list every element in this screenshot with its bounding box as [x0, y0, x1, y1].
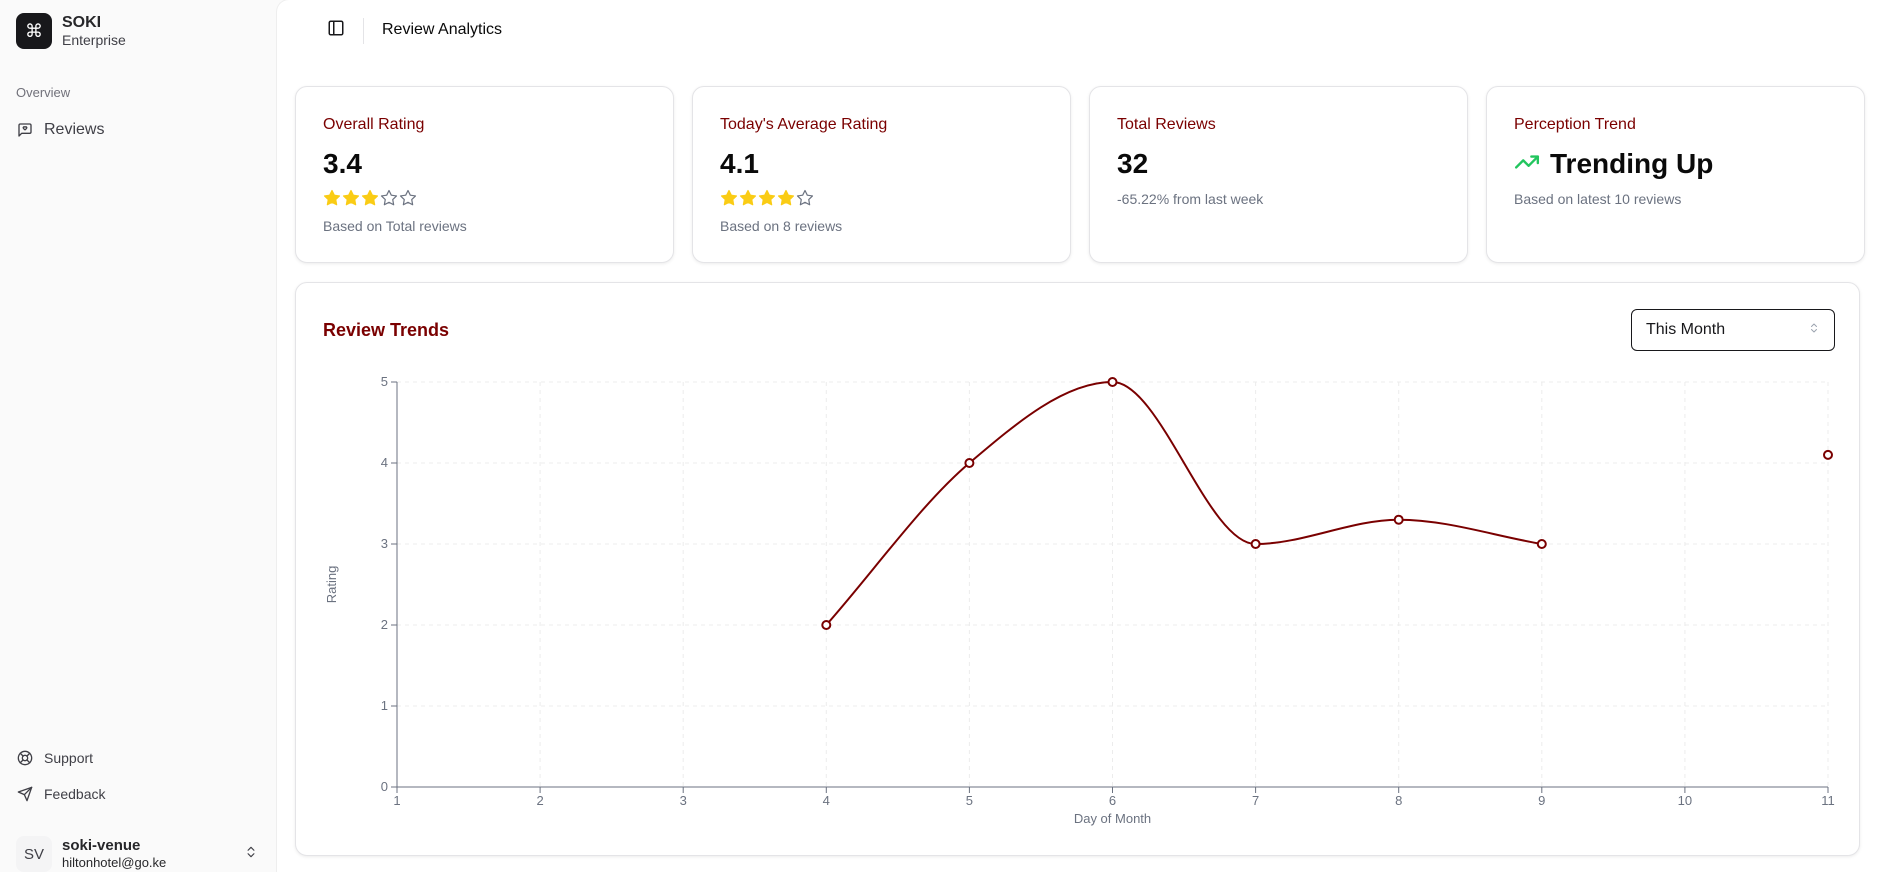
sidebar-item-label: Reviews: [44, 121, 105, 138]
x-tick-label: 9: [1538, 793, 1545, 808]
stat-value: Trending Up: [1550, 148, 1714, 179]
star-rating: [720, 189, 814, 212]
x-tick-label: 6: [1109, 793, 1116, 808]
stat-subtitle: -65.22% from last week: [1117, 191, 1264, 207]
y-tick-label: 2: [381, 617, 388, 632]
data-point[interactable]: [1250, 539, 1261, 549]
stat-card-today-average: Today's Average Rating 4.1 Based on 8 re…: [692, 86, 1071, 263]
x-tick-label: 2: [536, 793, 543, 808]
y-axis-label: Rating: [324, 566, 339, 604]
sidebar-item-reviews[interactable]: Reviews: [8, 114, 112, 146]
star-empty-icon: [399, 189, 417, 212]
header-divider: [363, 18, 364, 44]
x-tick-label: 10: [1678, 793, 1692, 808]
range-select-value: This Month: [1646, 321, 1726, 338]
star-filled-icon: [720, 189, 738, 212]
user-menu[interactable]: SV soki-venue hiltonhotel@go.ke: [16, 834, 261, 872]
chart-title: Review Trends: [323, 320, 450, 340]
y-tick-label: 3: [381, 536, 388, 551]
stat-title: Today's Average Rating: [720, 116, 888, 133]
stat-value: 3.4: [323, 148, 362, 179]
chevrons-up-down-icon: [241, 845, 261, 864]
y-tick-label: 5: [381, 374, 388, 389]
stat-title: Total Reviews: [1117, 116, 1216, 133]
main-content: Review Analytics Overall Rating 3.4 Base…: [277, 0, 1877, 872]
x-tick-label: 7: [1252, 793, 1259, 808]
stat-subtitle: Based on latest 10 reviews: [1514, 191, 1682, 207]
x-tick-label: 1: [393, 793, 400, 808]
y-tick-label: 0: [381, 779, 388, 794]
series-line: [825, 380, 1542, 626]
stat-subtitle: Based on Total reviews: [323, 218, 467, 234]
star-empty-icon: [796, 189, 814, 212]
y-tick-label: 4: [381, 455, 388, 470]
stat-subtitle: Based on 8 reviews: [720, 218, 843, 234]
avatar: SV: [16, 836, 52, 872]
data-point[interactable]: [1823, 449, 1833, 460]
x-tick-label: 11: [1821, 793, 1835, 808]
stat-card-perception-trend: Perception Trend Trending Up Based on la…: [1486, 86, 1865, 263]
star-filled-icon: [323, 189, 341, 212]
star-filled-icon: [758, 189, 776, 212]
x-tick-label: 3: [680, 793, 687, 808]
y-tick-label: 1: [381, 698, 388, 713]
stat-card-total-reviews: Total Reviews 32 -65.22% from last week: [1089, 86, 1468, 263]
sidebar-item-feedback[interactable]: Feedback: [8, 778, 113, 810]
sidebar-item-label: Support: [44, 750, 94, 766]
sidebar-item-label: Feedback: [44, 786, 106, 802]
page-title: Review Analytics: [382, 21, 503, 38]
star-filled-icon: [739, 189, 757, 212]
send-icon: [16, 785, 34, 803]
data-point[interactable]: [1536, 539, 1547, 549]
stat-value: 32: [1117, 148, 1149, 179]
stat-title: Overall Rating: [323, 116, 425, 133]
message-square-heart-icon: [16, 121, 34, 139]
sidebar-group-label: Overview: [16, 85, 71, 100]
panel-left-icon: [327, 19, 345, 42]
stat-title: Perception Trend: [1514, 116, 1636, 133]
trending-up-icon: [1514, 149, 1540, 180]
data-point[interactable]: [964, 458, 975, 468]
stat-value: 4.1: [720, 148, 759, 179]
sidebar: ⌘ SOKI Enterprise Overview Reviews Suppo…: [0, 0, 277, 872]
data-point[interactable]: [1107, 377, 1118, 387]
life-buoy-icon: [16, 749, 34, 767]
chevrons-up-down-icon: [1808, 321, 1820, 339]
star-rating: [323, 189, 417, 212]
x-tick-label: 4: [823, 793, 830, 808]
brand[interactable]: ⌘ SOKI Enterprise: [16, 13, 126, 49]
sidebar-toggle-button[interactable]: [325, 19, 347, 41]
star-filled-icon: [777, 189, 795, 212]
star-filled-icon: [361, 189, 379, 212]
stat-card-overall-rating: Overall Rating 3.4 Based on Total review…: [295, 86, 674, 263]
star-empty-icon: [380, 189, 398, 212]
command-icon: ⌘: [16, 13, 52, 49]
brand-subtitle: Enterprise: [62, 32, 126, 49]
x-tick-label: 8: [1395, 793, 1402, 808]
x-axis-label: Day of Month: [1074, 811, 1151, 826]
sidebar-item-support[interactable]: Support: [8, 742, 101, 774]
data-point[interactable]: [821, 620, 832, 630]
range-select[interactable]: This Month: [1631, 309, 1835, 351]
data-point[interactable]: [1393, 514, 1404, 525]
x-tick-label: 5: [966, 793, 973, 808]
brand-name: SOKI: [62, 14, 102, 31]
user-name: soki-venue: [62, 837, 141, 855]
user-email: hiltonhotel@go.ke: [62, 855, 167, 871]
star-filled-icon: [342, 189, 360, 212]
